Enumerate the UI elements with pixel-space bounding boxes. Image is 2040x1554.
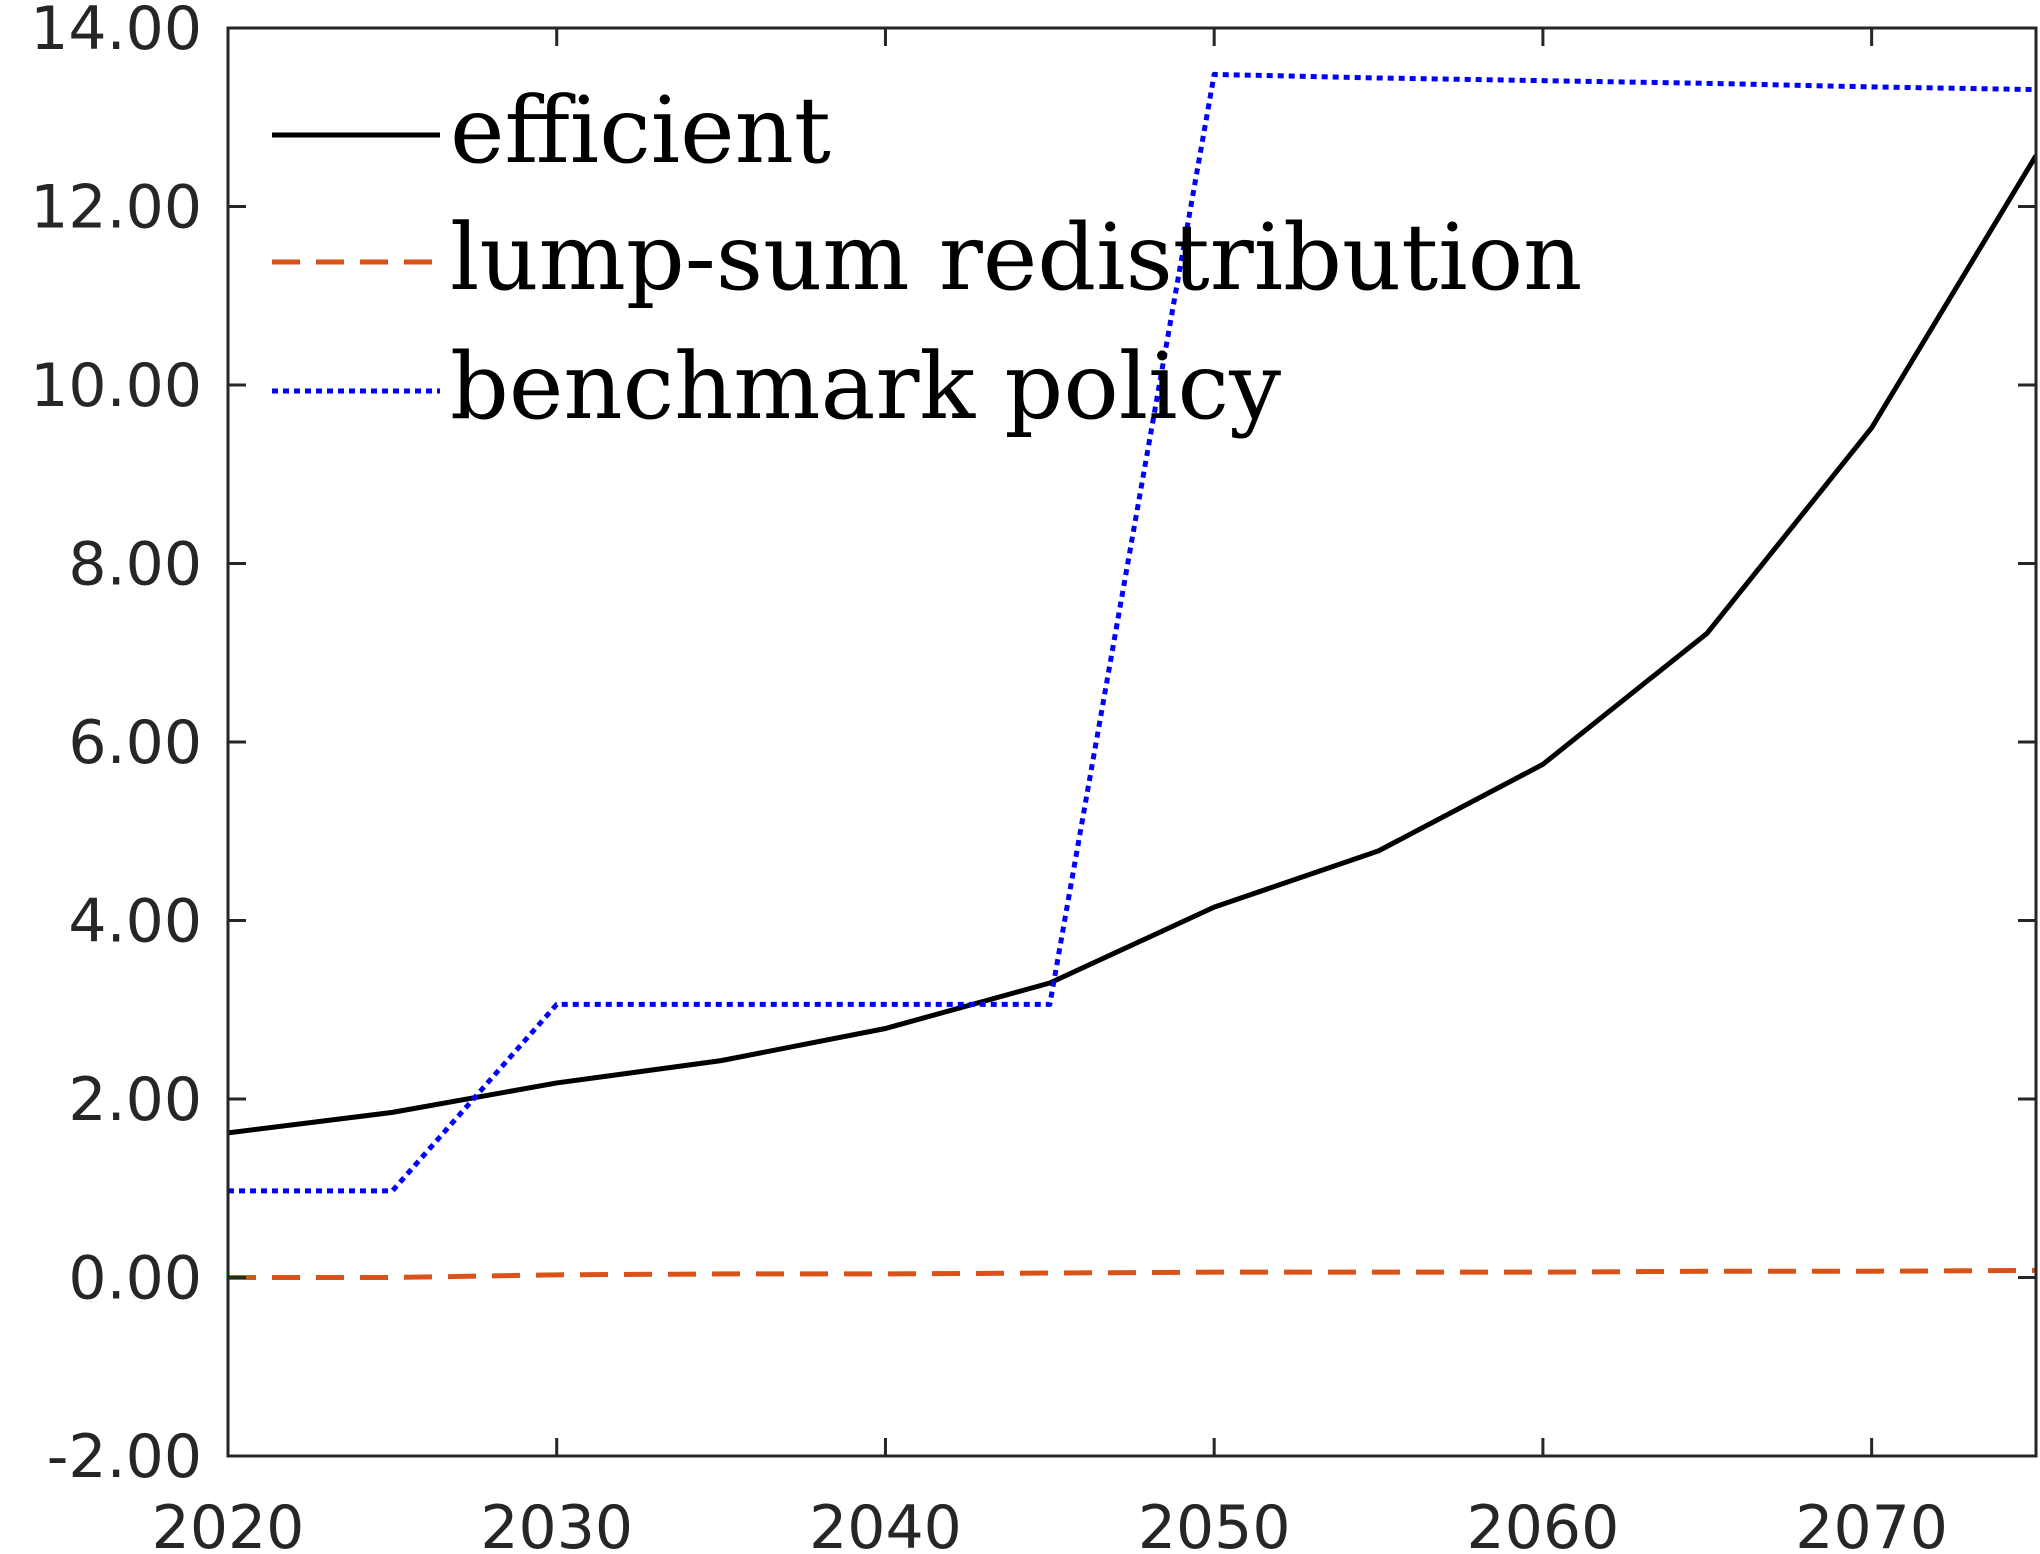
series-line-benchmark-policy bbox=[228, 71, 2036, 1194]
series-line-efficient bbox=[228, 154, 2036, 1136]
axes-layer: 2020 2030 2040 2050 2060 2070 -2.00 0.00 2.00 4.0… bbox=[30, 0, 2038, 1554]
legend-label: efficient bbox=[450, 77, 831, 184]
legend: efficient lump-sum redistribution benchmar… bbox=[272, 77, 1582, 440]
y-tick-label: 4.00 bbox=[68, 887, 202, 957]
y-tick-label: 8.00 bbox=[68, 530, 202, 600]
x-tick-label: 2060 bbox=[1467, 1493, 1620, 1554]
x-tick-label: 2020 bbox=[152, 1493, 305, 1554]
series-line-lump-sum-redistribution bbox=[228, 1267, 2036, 1280]
x-tick-label: 2070 bbox=[1795, 1493, 1948, 1554]
x-tick-label: 2050 bbox=[1138, 1493, 1291, 1554]
y-tick-label: 0.00 bbox=[68, 1244, 202, 1314]
x-tick-label: 2040 bbox=[809, 1493, 962, 1554]
x-tick-label: 2030 bbox=[480, 1493, 633, 1554]
y-tick-label: 10.00 bbox=[30, 351, 202, 421]
y-tick-label: -2.00 bbox=[47, 1422, 202, 1492]
y-tick-label: 2.00 bbox=[68, 1065, 202, 1135]
y-tick-label: 12.00 bbox=[30, 173, 202, 243]
legend-label: lump-sum redistribution bbox=[450, 204, 1582, 311]
legend-label: benchmark policy bbox=[450, 333, 1281, 440]
series-layer bbox=[228, 71, 2036, 1280]
y-tick-label: 6.00 bbox=[68, 708, 202, 778]
y-tick-label: 14.00 bbox=[30, 0, 202, 64]
